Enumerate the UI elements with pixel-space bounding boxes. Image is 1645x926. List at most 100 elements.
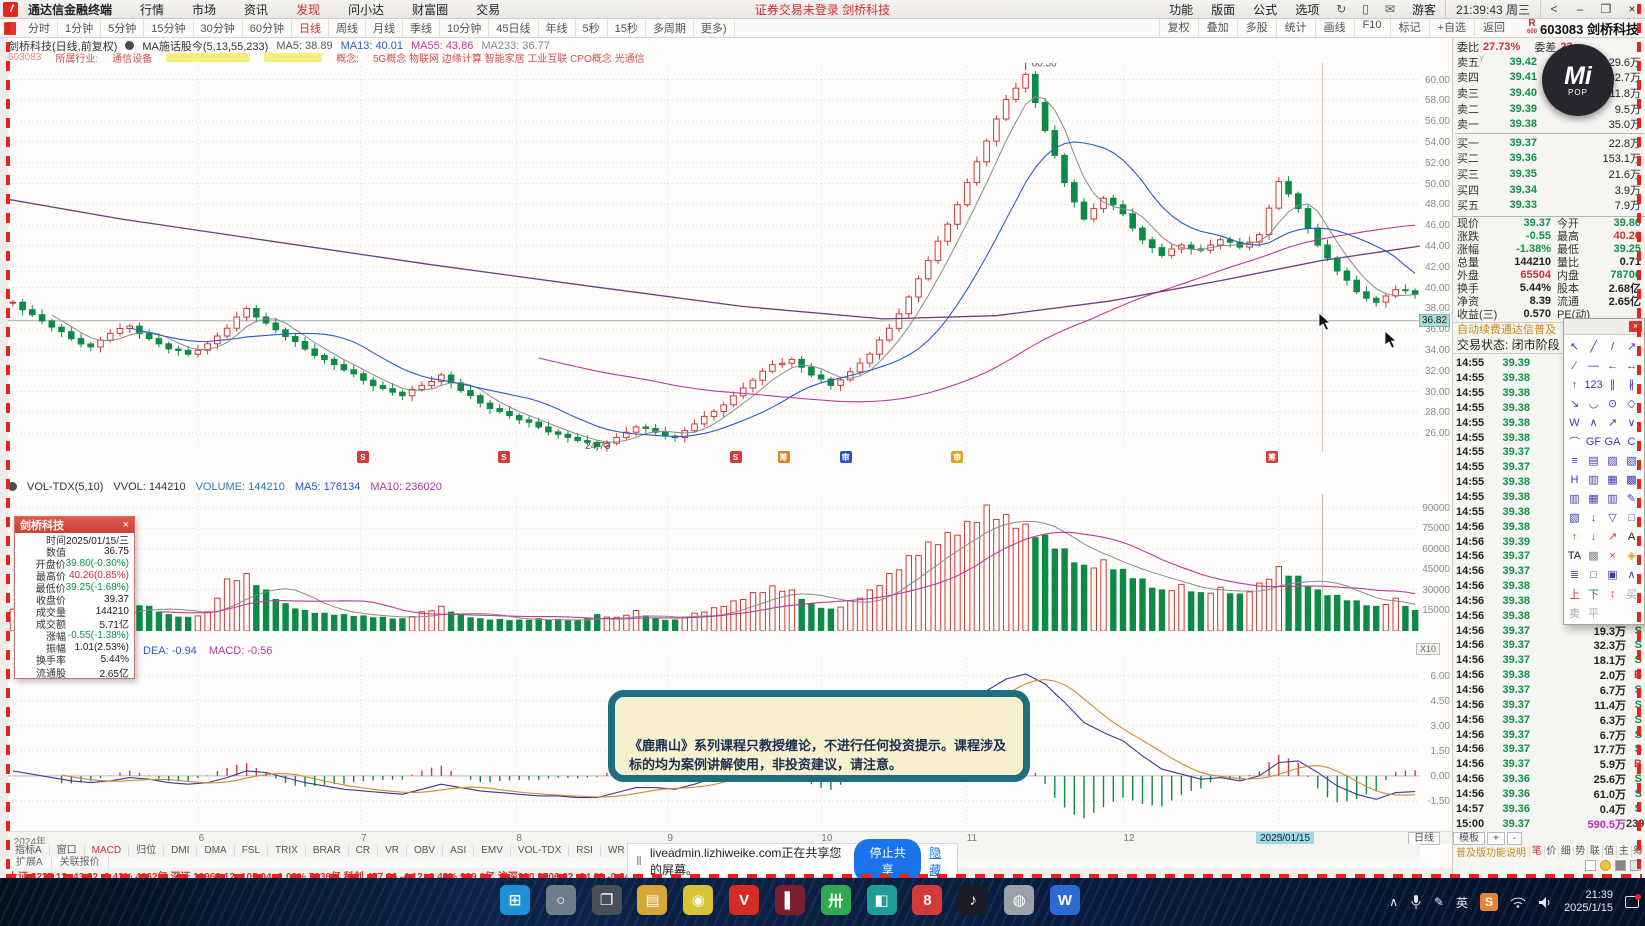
drawing-tool-icon[interactable]: ▦: [1607, 474, 1618, 486]
indicator-tab-ASI[interactable]: ASI: [443, 844, 475, 857]
period-多周期[interactable]: 多周期: [646, 20, 694, 36]
indicator-dot-icon[interactable]: [125, 41, 135, 50]
taskbar-app-icon-5[interactable]: V: [729, 885, 760, 915]
tick-tab-势[interactable]: 势: [1572, 845, 1588, 858]
indicator-tab-DMI[interactable]: DMI: [164, 844, 198, 857]
taskbar-app-icon-9[interactable]: 8: [912, 885, 943, 915]
ask-row-5[interactable]: 卖五Y 39.42 29.6万: [1457, 54, 1641, 69]
taskbar-app-icon-3[interactable]: ▤: [637, 885, 668, 915]
menu-item-0[interactable]: 通达信金融终端: [28, 2, 113, 17]
drawing-tool-icon[interactable]: ∥: [1609, 379, 1616, 391]
period-1分钟[interactable]: 1分钟: [58, 20, 102, 36]
drawing-tool-icon[interactable]: 买: [1626, 588, 1637, 601]
drawing-tool-icon[interactable]: ▣: [1607, 569, 1618, 581]
stop-sharing-button[interactable]: 停止共享: [854, 838, 922, 883]
drawing-tool-icon[interactable]: 平: [1588, 607, 1599, 620]
app-tray-icon[interactable]: S: [1480, 893, 1499, 911]
drawing-tool-icon[interactable]: 下: [1588, 588, 1599, 601]
drawing-tool-icon[interactable]: ↘: [1569, 398, 1580, 410]
indicator-tab-归位[interactable]: 归位: [129, 844, 165, 857]
user-label[interactable]: 游客: [1411, 2, 1436, 17]
drawing-tool-icon[interactable]: ▦: [1588, 493, 1599, 505]
tick-tab-细[interactable]: 细: [1558, 845, 1573, 858]
emoji-icon[interactable]: [1600, 860, 1611, 871]
action-F10[interactable]: F10: [1353, 18, 1390, 38]
drawing-tool-icon[interactable]: ∦: [1628, 379, 1635, 391]
drawing-tool-icon[interactable]: ▥: [1607, 493, 1618, 505]
ask-row-1[interactable]: 卖一 39.38 35.0万: [1457, 118, 1641, 132]
zoom-in-button[interactable]: +: [1487, 832, 1505, 845]
drawing-tool-icon[interactable]: ✎: [1626, 493, 1637, 505]
drawing-tool-icon[interactable]: ⊙: [1607, 398, 1618, 410]
drawing-tool-icon[interactable]: 123: [1584, 378, 1603, 391]
minimize-button[interactable]: –: [1576, 2, 1584, 16]
menu-right-item-1[interactable]: 版面: [1211, 2, 1236, 17]
action-统计[interactable]: 统计: [1275, 18, 1315, 38]
period-日线[interactable]: 日线: [292, 20, 329, 36]
action-画线[interactable]: 画线: [1314, 18, 1354, 38]
event-marker[interactable]: 审: [951, 451, 964, 463]
indicator-tab-DMA[interactable]: DMA: [197, 844, 235, 857]
menu-item-6[interactable]: 财富圈: [412, 2, 449, 17]
tray-expand-icon[interactable]: ∧: [1389, 895, 1398, 909]
drawing-tool-icon[interactable]: ↗: [1607, 531, 1618, 543]
collapse-button[interactable]: <: [1550, 2, 1558, 16]
drawing-tool-icon[interactable]: GF: [1585, 435, 1602, 448]
bid-row-2[interactable]: 买二 39.36 153.1万: [1457, 152, 1641, 166]
drawing-tool-icon[interactable]: ↗: [1607, 417, 1618, 429]
taskbar-app-icon-4[interactable]: ◉: [683, 885, 714, 915]
period-分时[interactable]: 分时: [21, 20, 58, 36]
formula-label[interactable]: MA施话股今(5,13,55,233): [142, 40, 269, 53]
bookmark-icon[interactable]: [4, 21, 16, 35]
drawing-tool-icon[interactable]: ↗: [1626, 341, 1637, 353]
menu-right-item-0[interactable]: 功能: [1169, 2, 1194, 17]
indicator-tab-VR[interactable]: VR: [378, 844, 407, 857]
tick-tab-筹[interactable]: 筹: [1630, 845, 1645, 858]
drawing-tool-icon[interactable]: W: [1569, 416, 1580, 429]
event-marker[interactable]: S: [356, 451, 369, 463]
microphone-icon[interactable]: [1410, 894, 1422, 910]
tick-tab-值[interactable]: 值: [1601, 845, 1617, 858]
industry-value[interactable]: 通信设备: [112, 54, 153, 65]
maximize-button[interactable]: ❐: [1600, 2, 1612, 16]
drawing-tool-icon[interactable]: ≡: [1571, 454, 1578, 467]
ask-row-3[interactable]: 卖三 39.40 11.8万: [1457, 86, 1641, 100]
indicator-tab-EMV[interactable]: EMV: [474, 844, 511, 857]
tick-tab-主[interactable]: 主: [1616, 845, 1631, 858]
indicator-tab-TRIX[interactable]: TRIX: [268, 844, 306, 857]
drawing-tool-icon[interactable]: ▩: [1626, 474, 1637, 486]
wifi-icon[interactable]: [1510, 896, 1526, 908]
menu-right-item-2[interactable]: 公式: [1253, 2, 1278, 17]
menu-item-1[interactable]: 行情: [140, 2, 165, 17]
period-tag[interactable]: 日线: [1408, 832, 1440, 845]
drawing-tool-icon[interactable]: /: [1610, 340, 1615, 353]
mail-icon[interactable]: ✉: [1384, 2, 1395, 16]
pen-icon[interactable]: ✎: [1433, 895, 1445, 909]
drawing-tool-icon[interactable]: ▧: [1569, 512, 1580, 524]
taskbar-app-icon-10[interactable]: ♪: [958, 885, 989, 915]
indicator-tab-指标A[interactable]: 指标A: [8, 844, 50, 857]
bottom-tab-关联报价[interactable]: 关联报价: [52, 857, 109, 868]
event-marker[interactable]: 筹: [777, 451, 790, 463]
drawing-tool-icon[interactable]: ↕: [1609, 587, 1616, 600]
period-60分钟[interactable]: 60分钟: [243, 20, 292, 36]
drawing-tool-icon[interactable]: A: [1627, 530, 1636, 543]
drawing-tool-icon[interactable]: C: [1627, 435, 1636, 448]
taskbar-app-icon-6[interactable]: ▌: [774, 885, 805, 915]
drawing-tool-icon[interactable]: □: [1628, 511, 1635, 524]
drawing-tool-icon[interactable]: ▥: [1569, 493, 1580, 505]
ask-row-4[interactable]: 卖四 39.41 32.7万: [1457, 71, 1641, 85]
window-icon[interactable]: [1585, 860, 1596, 871]
drawing-tool-icon[interactable]: ∨: [1627, 417, 1636, 429]
zoom-out-button[interactable]: -: [1506, 832, 1523, 845]
drawing-tool-icon[interactable]: ◇: [1627, 398, 1636, 410]
volume-chart[interactable]: [8, 494, 1420, 631]
drawing-tool-icon[interactable]: ↑: [1571, 530, 1578, 543]
menu-right-item-3[interactable]: 选项: [1295, 2, 1320, 17]
drawing-tool-icon[interactable]: GA: [1604, 435, 1621, 448]
drawing-tool-icon[interactable]: ⌒: [1569, 436, 1580, 449]
help-link[interactable]: 普及版功能说明: [1456, 848, 1526, 859]
period-周线[interactable]: 周线: [329, 20, 366, 36]
refresh-icon[interactable]: ↻: [1336, 2, 1347, 16]
indicator-tab-BRAR[interactable]: BRAR: [306, 844, 349, 857]
